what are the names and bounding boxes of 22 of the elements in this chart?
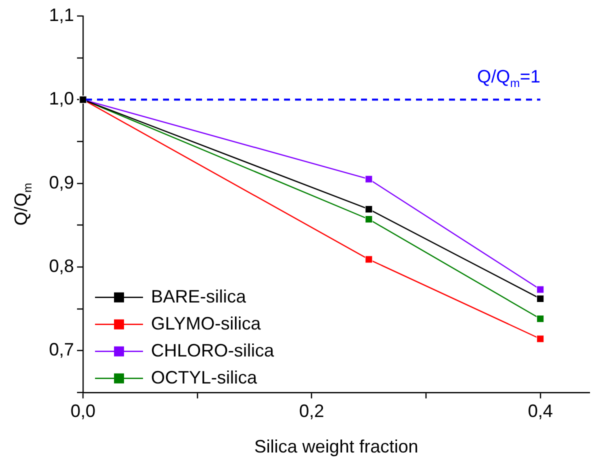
x-axis-title: Silica weight fraction bbox=[254, 436, 418, 456]
point bbox=[536, 315, 544, 323]
point bbox=[365, 205, 373, 214]
point bbox=[536, 335, 544, 343]
point bbox=[536, 294, 544, 303]
point bbox=[536, 286, 544, 294]
point bbox=[365, 215, 373, 224]
point bbox=[365, 256, 373, 264]
x-tick-label: 0,4 bbox=[528, 401, 553, 422]
legend-label: GLYMO-silica bbox=[151, 313, 262, 334]
y-tick-label: 0,9 bbox=[48, 172, 74, 192]
y-axis-title: Q/Qm bbox=[10, 182, 35, 226]
legend-label: CHLORO-silica bbox=[151, 340, 276, 360]
y-tick-label: 1,0 bbox=[48, 88, 74, 109]
x-tick-label: 0,0 bbox=[70, 401, 96, 422]
y-tick-label: 1,1 bbox=[48, 4, 74, 25]
y-tick-label: 0,7 bbox=[48, 340, 74, 360]
x-tick-label: 0,2 bbox=[299, 401, 324, 422]
y-tick-label: 0,8 bbox=[48, 256, 74, 276]
legend-label: BARE-silica bbox=[151, 286, 248, 306]
point bbox=[365, 175, 373, 183]
legend-label: OCTYL-silica bbox=[151, 367, 258, 388]
